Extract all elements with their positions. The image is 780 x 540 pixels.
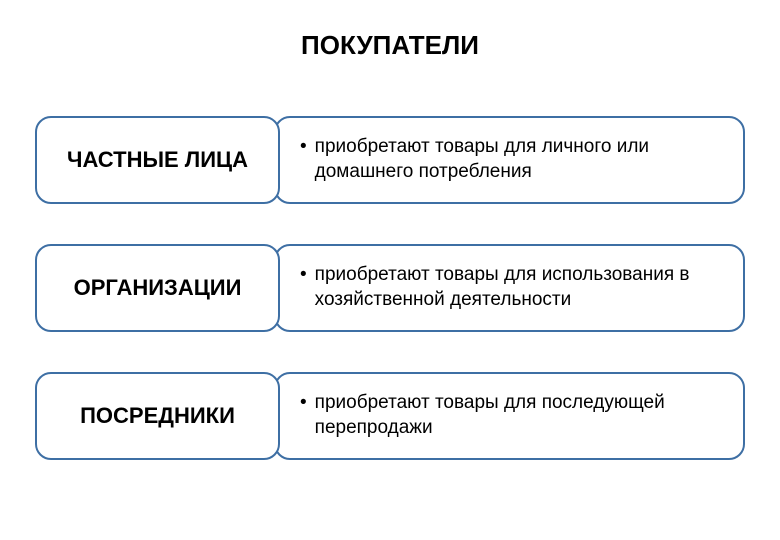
desc-text: приобретают товары для последующей переп…: [315, 391, 725, 440]
bullet-icon: •: [300, 135, 307, 160]
rows-container: ЧАСТНЫЕ ЛИЦА • приобретают товары для ли…: [35, 116, 745, 460]
bullet-icon: •: [300, 263, 307, 288]
bullet-line: • приобретают товары для личного или дом…: [300, 135, 725, 184]
desc-box-3: • приобретают товары для последующей пер…: [274, 372, 745, 460]
label-text: ПОСРЕДНИКИ: [80, 403, 235, 429]
bullet-line: • приобретают товары для последующей пер…: [300, 391, 725, 440]
label-box-3: ПОСРЕДНИКИ: [35, 372, 280, 460]
page-title: ПОКУПАТЕЛИ: [35, 30, 745, 61]
bullet-icon: •: [300, 391, 307, 416]
row-1: ЧАСТНЫЕ ЛИЦА • приобретают товары для ли…: [35, 116, 745, 204]
label-text: ЧАСТНЫЕ ЛИЦА: [67, 147, 248, 173]
row-2: ОРГАНИЗАЦИИ • приобретают товары для исп…: [35, 244, 745, 332]
label-text: ОРГАНИЗАЦИИ: [74, 275, 242, 301]
label-box-1: ЧАСТНЫЕ ЛИЦА: [35, 116, 280, 204]
label-box-2: ОРГАНИЗАЦИИ: [35, 244, 280, 332]
row-3: ПОСРЕДНИКИ • приобретают товары для посл…: [35, 372, 745, 460]
desc-text: приобретают товары для использования в х…: [315, 263, 725, 312]
desc-box-2: • приобретают товары для использования в…: [274, 244, 745, 332]
desc-text: приобретают товары для личного или домаш…: [315, 135, 725, 184]
bullet-line: • приобретают товары для использования в…: [300, 263, 725, 312]
desc-box-1: • приобретают товары для личного или дом…: [274, 116, 745, 204]
